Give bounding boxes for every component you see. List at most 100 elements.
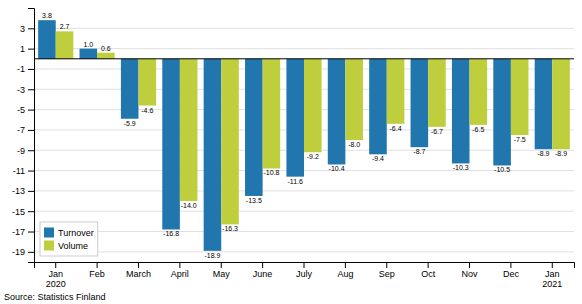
y-tick-label: 1 (20, 44, 25, 54)
y-tick: -13 (12, 186, 34, 196)
x-tick-mark (510, 262, 511, 268)
bar (121, 59, 139, 119)
bars (38, 20, 570, 251)
x-tick-label: Jan2020 (46, 269, 66, 289)
bar (80, 49, 98, 59)
legend-item: Volume (44, 241, 88, 251)
x-tick: July (296, 262, 313, 279)
data-label: -8.9 (555, 150, 567, 157)
data-label: -10.8 (263, 169, 279, 176)
x-tick-label: Oct (421, 269, 436, 279)
bar (286, 59, 304, 177)
y-tick-mark (28, 232, 34, 233)
bar (221, 59, 239, 225)
x-tick-label-line: Oct (421, 269, 436, 279)
bar (328, 59, 346, 165)
data-label: -6.5 (472, 126, 484, 133)
y-tick-mark (28, 89, 34, 90)
x-tick-mark (138, 262, 139, 268)
y-tick-label: -11 (13, 166, 25, 176)
bar (369, 59, 387, 155)
legend-item: Turnover (44, 228, 94, 238)
data-label: -9.4 (372, 155, 384, 162)
bar (452, 59, 470, 164)
y-tick: 1 (20, 44, 34, 54)
y-tick-mark (28, 28, 34, 29)
y-tick-label: -1 (17, 64, 25, 74)
legend-label: Volume (58, 241, 88, 251)
chart-container: 31-1-3-5-7-9-11-13-15-17-19Jan2020FebMar… (0, 0, 582, 304)
grid-line (34, 231, 574, 232)
legend-swatch (44, 241, 54, 251)
x-tick-mark (97, 262, 98, 268)
x-tick-label-line: Dec (503, 269, 520, 279)
x-tick: Jan2021 (542, 262, 562, 289)
data-label: -8.7 (413, 148, 425, 155)
y-tick-label: -13 (12, 186, 25, 196)
bar (535, 59, 553, 149)
bar (552, 59, 570, 149)
y-tick: -19 (12, 247, 34, 257)
data-label: -10.3 (453, 164, 469, 171)
x-tick: May (213, 262, 231, 279)
x-tick: Nov (462, 262, 479, 279)
bar (511, 59, 529, 135)
bar (263, 59, 281, 169)
x-tick: Oct (421, 262, 436, 279)
x-tick: Jan2020 (46, 262, 66, 289)
y-axis-line (28, 9, 35, 263)
bar (245, 59, 263, 196)
bar (411, 59, 429, 147)
data-label: -7.5 (514, 136, 526, 143)
y-tick: -7 (17, 125, 34, 135)
x-tick-label: Jan2021 (542, 269, 562, 289)
y-tick-mark (28, 150, 34, 151)
data-label: 0.6 (101, 45, 111, 52)
grid-line (34, 251, 574, 252)
grid-line (34, 190, 574, 191)
x-tick-label-line: June (253, 269, 273, 279)
x-tick-label: Feb (89, 269, 105, 279)
y-tick-label: -19 (12, 247, 25, 257)
bar (138, 59, 156, 106)
chart: 31-1-3-5-7-9-11-13-15-17-19Jan2020FebMar… (0, 0, 582, 304)
x-tick-label: Dec (503, 269, 520, 279)
bar (345, 59, 363, 140)
y-tick-label: -3 (17, 85, 25, 95)
grid-line (34, 48, 574, 49)
y-tick: -3 (17, 85, 34, 95)
data-label: -4.6 (141, 107, 153, 114)
x-tick-label: Aug (337, 269, 353, 279)
y-tick-mark (28, 171, 34, 172)
x-tick-mark (469, 262, 470, 268)
y-tick-label: -7 (17, 125, 25, 135)
x-tick-label: July (296, 269, 313, 279)
data-label: -5.9 (124, 120, 136, 127)
x-tick: Feb (89, 262, 105, 279)
x-tick-mark (262, 262, 263, 268)
x-tick-mark (428, 262, 429, 268)
bar (38, 20, 56, 59)
y-tick-label: -5 (17, 105, 25, 115)
data-label: 2.7 (60, 23, 70, 30)
data-label: -14.0 (181, 202, 197, 209)
bar (428, 59, 446, 127)
y-tick-label: -15 (12, 207, 25, 217)
data-label: -6.7 (431, 128, 443, 135)
data-label: -13.5 (246, 197, 262, 204)
x-tick: June (253, 262, 273, 279)
data-label: -16.8 (163, 230, 179, 237)
y-tick-mark (28, 211, 34, 212)
bar-series (38, 20, 552, 251)
bar (493, 59, 511, 166)
y-tick-mark (28, 69, 34, 70)
x-tick-label: March (126, 269, 151, 279)
x-tick-mark (345, 262, 346, 268)
bar (56, 31, 74, 58)
data-label: -10.4 (329, 165, 345, 172)
x-tick: March (126, 262, 151, 279)
y-tick: -1 (17, 64, 34, 74)
y-tick: -17 (12, 227, 34, 237)
x-tick-label: May (213, 269, 231, 279)
x-tick-label-line: 2020 (46, 279, 66, 289)
